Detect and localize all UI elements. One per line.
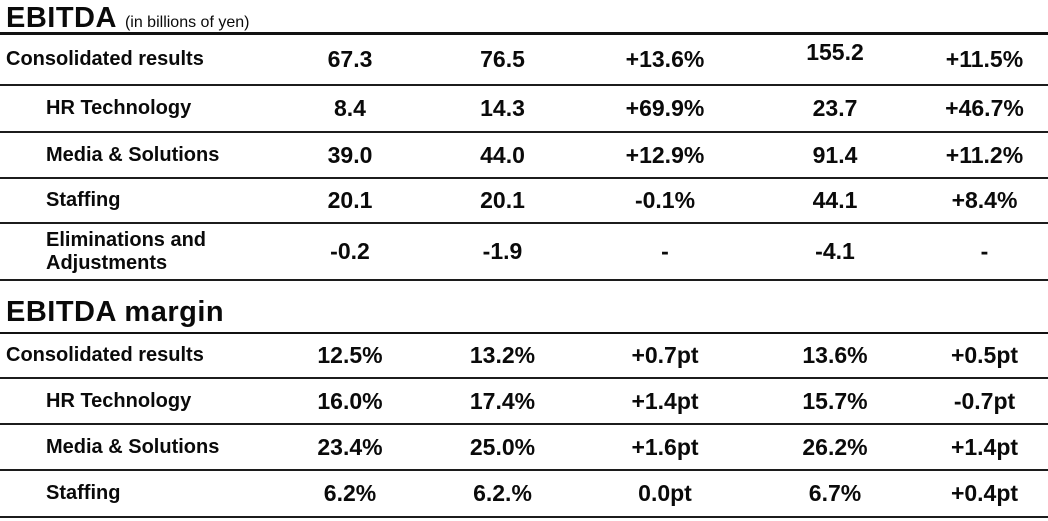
row-label: Media & Solutions	[46, 143, 220, 166]
ebitda-margin-section-header: EBITDA margin	[0, 281, 1048, 334]
cell-value: -	[980, 238, 989, 264]
cell-value: 14.3	[480, 95, 525, 121]
ebitda-unit-note: (in billions of yen)	[124, 14, 250, 31]
row-label: Consolidated results	[6, 344, 204, 366]
cell-value: 13.2%	[469, 342, 536, 368]
table-row-hr-technology: HR Technology 8.4 14.3 +69.9% 23.7 +46.7…	[0, 86, 1048, 133]
cell-value: 39.0	[327, 141, 373, 168]
table-row-staffing: Staffing 20.1 20.1 -0.1% 44.1 +8.4%	[0, 179, 1048, 224]
cell-value: -0.1%	[634, 187, 696, 213]
cell-value: 17.4%	[469, 387, 536, 414]
row-label: Consolidated results	[6, 48, 204, 70]
cell-value: +1.6pt	[631, 433, 699, 460]
cell-value: +11.2%	[945, 141, 1024, 168]
cell-value: +0.4pt	[950, 480, 1019, 506]
cell-value: +0.5pt	[950, 342, 1019, 368]
table-row-margin-staffing: Staffing 6.2% 6.2.% 0.0pt 6.7% +0.4pt	[0, 471, 1048, 518]
cell-value: 23.7	[812, 95, 858, 121]
table-row-eliminations-adjustments: Eliminations and Adjustments -0.2 -1.9 -…	[0, 224, 1048, 281]
cell-value: 44.0	[480, 141, 525, 168]
cell-value: +13.6%	[625, 46, 705, 72]
cell-value: -0.7pt	[953, 387, 1016, 414]
cell-value: -0.2	[330, 238, 370, 264]
cell-value: 16.0%	[317, 387, 383, 414]
table-row-margin-media-solutions: Media & Solutions 23.4% 25.0% +1.6pt 26.…	[0, 425, 1048, 471]
cell-value: +0.7pt	[631, 342, 699, 368]
ebitda-section-header: EBITDA (in billions of yen)	[0, 0, 1048, 35]
cell-value: 67.3	[327, 46, 373, 72]
cell-value: 23.4%	[317, 433, 383, 460]
cell-value: -1.9	[482, 238, 523, 264]
cell-value: +46.7%	[945, 95, 1024, 121]
cell-value: -	[661, 238, 669, 264]
table-row-consolidated-results: Consolidated results 67.3 76.5 +13.6% 15…	[0, 35, 1048, 86]
cell-value: +12.9%	[625, 141, 705, 168]
cell-value: 20.1	[327, 187, 373, 213]
cell-value: +69.9%	[625, 95, 705, 121]
row-label: Media & Solutions	[46, 435, 220, 458]
cell-value: 6.2%	[323, 480, 377, 506]
cell-value: 20.1	[480, 187, 525, 213]
cell-value: 8.4	[334, 95, 366, 121]
cell-value: 44.1	[812, 187, 858, 213]
table-row-margin-hr-technology: HR Technology 16.0% 17.4% +1.4pt 15.7% -…	[0, 379, 1048, 425]
cell-value: 12.5%	[317, 342, 383, 368]
cell-value: 6.2.%	[473, 480, 532, 506]
cell-value: 13.6%	[802, 342, 868, 368]
ebitda-title: EBITDA	[6, 2, 117, 34]
row-label: HR Technology	[46, 389, 192, 412]
cell-value: 91.4	[812, 141, 858, 168]
cell-value: -4.1	[815, 238, 855, 264]
table-row-media-solutions: Media & Solutions 39.0 44.0 +12.9% 91.4 …	[0, 133, 1048, 179]
cell-value: 26.2%	[802, 433, 868, 460]
cell-value: 6.7%	[808, 480, 862, 506]
table-row-margin-consolidated-results: Consolidated results 12.5% 13.2% +0.7pt …	[0, 334, 1048, 379]
cell-value: 25.0%	[469, 433, 536, 460]
cell-value: 155.2	[806, 39, 864, 65]
cell-value: 0.0pt	[638, 480, 692, 506]
cell-value: +1.4pt	[950, 433, 1019, 460]
row-label: HR Technology	[46, 97, 192, 119]
cell-value: +11.5%	[945, 46, 1024, 72]
row-label: Eliminations and Adjustments	[46, 228, 207, 274]
cell-value: 15.7%	[802, 387, 868, 414]
cell-value: +1.4pt	[631, 387, 699, 414]
ebitda-margin-title: EBITDA margin	[6, 296, 225, 328]
row-label: Staffing	[46, 189, 121, 211]
cell-value: 76.5	[480, 46, 525, 72]
cell-value: +8.4%	[951, 187, 1018, 213]
row-label: Staffing	[46, 482, 121, 504]
